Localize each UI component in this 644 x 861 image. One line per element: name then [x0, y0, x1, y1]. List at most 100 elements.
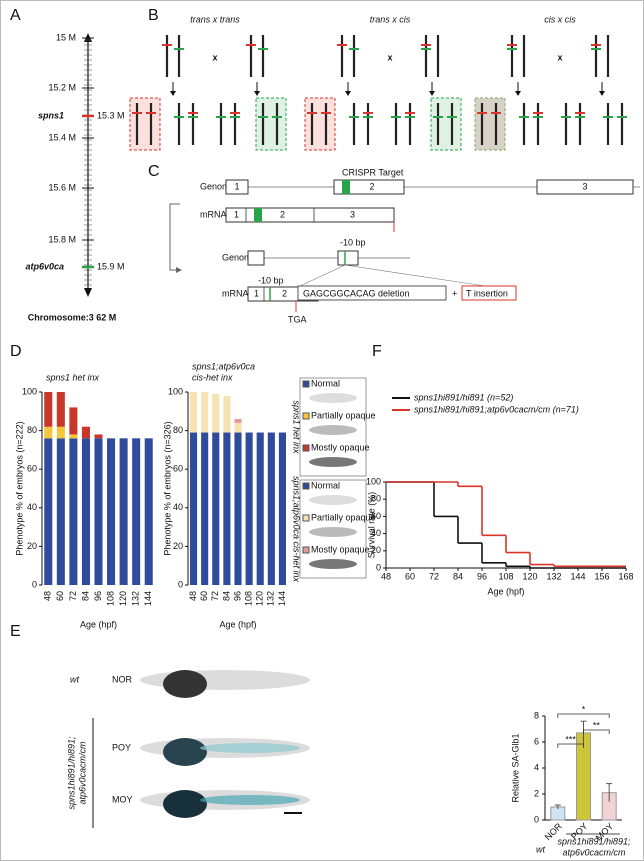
- larva-image: [309, 425, 357, 435]
- legend-label: Mostly opaque: [311, 442, 370, 452]
- y-tick-label: 80: [173, 425, 183, 435]
- x-tick-label: 48: [381, 571, 391, 581]
- y-tick-label: 20: [371, 545, 381, 555]
- y-tick-label: 60: [27, 464, 37, 474]
- x-tick-label: 96: [93, 591, 103, 601]
- row-label: mRNA: [222, 288, 249, 298]
- bar-segment: [56, 426, 65, 439]
- genotype-label: spns1hi891/hi891;: [66, 736, 76, 810]
- plus-sign: +: [452, 288, 457, 298]
- exon: [225, 179, 249, 195]
- x-tick-label: 96: [232, 591, 242, 601]
- chart-title: spns1;atp6v0ca: [192, 361, 255, 371]
- significance: *: [582, 704, 586, 714]
- exon-number: 1: [234, 209, 239, 219]
- y-tick-label: 0: [376, 562, 381, 572]
- position-label: 15.6 M: [48, 182, 76, 192]
- x-tick-label: 96: [477, 571, 487, 581]
- genotype-label: atp6v0cacm/cm: [77, 741, 87, 805]
- exon-number: 2: [282, 288, 287, 298]
- position-label: 15 M: [56, 32, 76, 42]
- legend-swatch: [302, 514, 310, 522]
- exon-number: 3: [350, 209, 355, 219]
- panel-letter: A: [10, 7, 21, 24]
- bar-segment: [223, 432, 231, 585]
- gene-name: atp6v0ca: [25, 261, 64, 271]
- cross-label: cis x cis: [544, 14, 576, 24]
- genotype-box: [255, 97, 287, 151]
- x-tick-label: 84: [80, 591, 90, 601]
- gene-name: spns1: [38, 110, 64, 120]
- exon-number: 1: [254, 288, 259, 298]
- x-tick-label: 120: [118, 591, 128, 606]
- y-tick-label: 100: [366, 476, 381, 486]
- x-tick-label: 108: [498, 571, 513, 581]
- x-tick-label: 144: [277, 591, 287, 606]
- position-label: 15.8 M: [48, 234, 76, 244]
- larva-yolk: [163, 670, 207, 698]
- x-tick-label: 120: [522, 571, 537, 581]
- bar-segment: [132, 438, 141, 585]
- legend-label: spns1hi891/hi891;atp6v0cacm/cm (n=71): [414, 404, 579, 414]
- exon: [536, 179, 634, 195]
- x-tick-label: 120: [255, 591, 265, 606]
- bar-segment: [44, 392, 53, 427]
- bar-segment: [245, 432, 253, 585]
- significance: **: [593, 720, 601, 730]
- exon: [333, 179, 405, 195]
- y-axis-label: Phenotype % of embryos (n=326): [162, 421, 172, 555]
- deletion-size: -10 bp: [340, 237, 366, 247]
- group-label: atp6v0cacm/cm: [562, 847, 626, 857]
- deletion-size: -10 bp: [258, 275, 284, 285]
- x-tick-label: 168: [618, 571, 633, 581]
- bar-segment: [56, 392, 65, 427]
- bar-segment: [278, 432, 286, 585]
- x-axis-label: Age (hpf): [487, 586, 524, 596]
- cross-label: trans x trans: [190, 14, 240, 24]
- y-tick-label: 40: [173, 502, 183, 512]
- legend-label: spns1hi891/hi891 (n=52): [414, 392, 513, 402]
- larva-image: [309, 559, 357, 569]
- position-label: 15.4 M: [48, 132, 76, 142]
- bar-segment: [69, 434, 78, 439]
- bar-segment: [144, 438, 153, 585]
- larva-image: [309, 495, 357, 505]
- legend-swatch: [302, 546, 310, 554]
- y-tick-label: 0: [32, 579, 37, 589]
- bar-segment: [223, 395, 231, 433]
- bar-segment: [201, 432, 209, 585]
- x-tick-label: 72: [68, 591, 78, 601]
- y-tick-label: 80: [371, 494, 381, 504]
- cross-label: trans x cis: [370, 14, 411, 24]
- x-tick-label: 108: [105, 591, 115, 606]
- bar-segment: [44, 426, 53, 439]
- legend-label: Normal: [311, 378, 340, 388]
- bar-segment: [190, 392, 198, 433]
- legend-swatch: [302, 482, 310, 490]
- y-axis-label: Survival rate (%): [366, 492, 376, 559]
- bar-segment: [44, 438, 53, 585]
- larva-stain: [200, 743, 300, 753]
- group-label: wt: [536, 844, 545, 854]
- larva-image: [309, 457, 357, 467]
- cross-symbol: x: [387, 52, 392, 62]
- legend-label: Normal: [311, 480, 340, 490]
- row-label: Genome: [222, 252, 257, 262]
- y-tick-label: 8: [534, 710, 539, 720]
- y-axis-label: Relative SA-Glb1: [510, 733, 520, 802]
- y-tick-label: 0: [534, 814, 539, 824]
- x-tick-label: 144: [143, 591, 153, 606]
- bracket: [169, 203, 180, 271]
- bar-segment: [81, 438, 90, 585]
- x-tick-label: 60: [405, 571, 415, 581]
- panel-letter: C: [148, 163, 160, 180]
- legend-swatch: [302, 444, 310, 452]
- bar-segment: [107, 438, 116, 585]
- sequence-box: [297, 285, 447, 301]
- exon-number: 2: [369, 181, 374, 191]
- arrow: [429, 91, 435, 96]
- significance: ***: [565, 734, 576, 744]
- x-tick-label: 72: [429, 571, 439, 581]
- x-tick-label: 144: [570, 571, 585, 581]
